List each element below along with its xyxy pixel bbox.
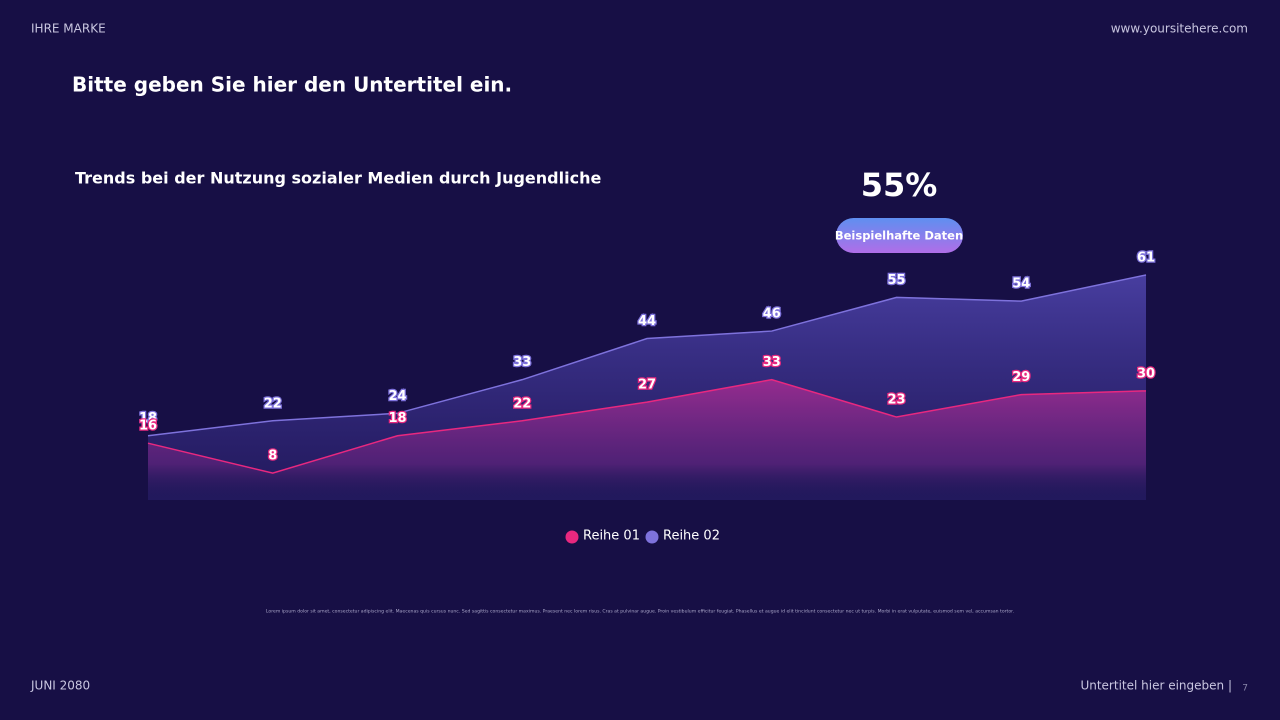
area-line: [147, 378, 1147, 474]
body-text: Lorem ipsum dolor sit amet, consectetur …: [266, 609, 1014, 615]
data-label: 8: [268, 449, 277, 464]
data-label: 24: [388, 389, 406, 404]
callout-value: 55%: [861, 166, 938, 204]
data-label: 46: [763, 307, 781, 322]
legend-label: Reihe 01: [583, 529, 640, 544]
badge: [836, 218, 963, 253]
legend-swatch: [645, 530, 659, 544]
data-label: 55: [887, 273, 905, 288]
brand: IHRE MARKE: [31, 22, 106, 36]
data-label: 22: [264, 396, 282, 411]
data-label: 33: [513, 355, 531, 370]
data-label: 16: [139, 419, 157, 434]
legend-label: Reihe 02: [663, 529, 720, 544]
data-label: 18: [388, 411, 406, 426]
data-label: 29: [1012, 370, 1030, 385]
chart-title: Trends bei der Nutzung sozialer Medien d…: [75, 169, 601, 188]
data-label: 27: [638, 378, 656, 393]
data-label: 18: [139, 411, 157, 426]
plot: 18 22 24 33 44 46 55 54 61 16 8 18 22 27 33 23 29 30 Reihe…: [138, 249, 1156, 544]
subtitle: Bitte geben Sie hier den Untertitel ein.: [72, 73, 512, 97]
area-fill: [148, 379, 1146, 500]
footer-subtitle: Untertitel hier eingeben |: [1080, 679, 1232, 693]
badge-text: Beispielhafte Daten: [835, 229, 963, 243]
legend-swatch: [565, 530, 579, 544]
data-label: 23: [887, 393, 905, 408]
page-number: 7: [1242, 684, 1248, 694]
data-label: 44: [638, 314, 656, 329]
website: www.yoursitehere.com: [1111, 22, 1248, 36]
data-label: 33: [763, 355, 781, 370]
data-label: 54: [1012, 277, 1030, 292]
footer-date: JUNI 2080: [30, 679, 90, 693]
data-label: 61: [1137, 251, 1155, 266]
data-label: 22: [513, 396, 531, 411]
data-label: 30: [1137, 366, 1155, 381]
area-line: [147, 274, 1147, 437]
